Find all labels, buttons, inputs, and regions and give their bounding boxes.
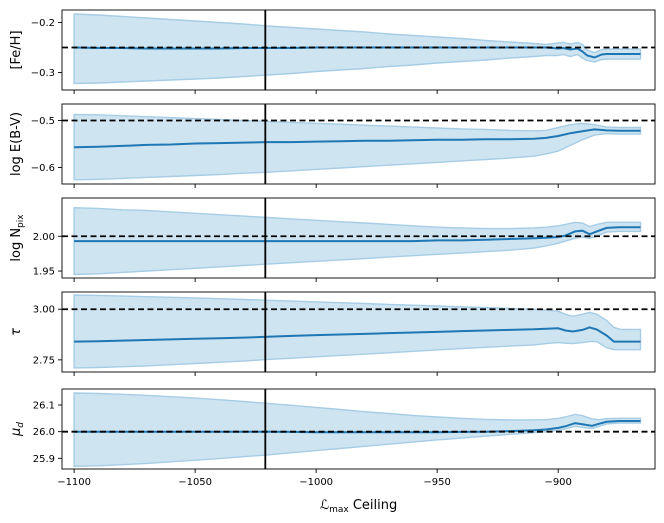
y-axis-label: [Fe/H] (9, 30, 24, 69)
panel-plot-area (62, 389, 655, 469)
panel-ebv: −0.6 −0.5 log E(B-V) (9, 103, 656, 188)
x-tick-label: −1050 (178, 477, 212, 488)
y-axis-label-sub: pix (16, 214, 26, 228)
y-tick-label: −0.6 (31, 163, 55, 174)
panel-npix: 1.95 2.00 log Npix (9, 197, 656, 282)
y-axis-label: log E(B-V) (9, 112, 24, 176)
panel-plot-area (62, 198, 655, 278)
panel-frame (61, 9, 656, 91)
x-tick-label: −1000 (299, 477, 333, 488)
y-tick-label: 26.1 (33, 401, 55, 412)
y-axis-label: log Npix (9, 214, 26, 262)
mean-line (74, 128, 641, 149)
panel-plot-area (62, 10, 655, 90)
y-axis-label: τ (9, 328, 24, 336)
y-tick-label: 2.75 (33, 355, 55, 366)
y-tick-label: 26.0 (33, 427, 55, 438)
y-tick-label: −0.3 (31, 68, 55, 79)
x-axis-label: ℒmax Ceiling (320, 498, 398, 515)
panel-frame (61, 103, 656, 185)
y-tick-label: 2.00 (33, 232, 55, 243)
y-tick-label: 3.00 (33, 305, 55, 316)
x-axis-label-main: ℒ (320, 498, 329, 513)
y-tick-label: −0.5 (31, 116, 55, 127)
y-axis-label: μd (9, 422, 26, 437)
x-axis-label-rest: Ceiling (349, 498, 398, 513)
x-tick-label: −1100 (57, 477, 91, 488)
confidence-band (73, 113, 642, 181)
mean-line (74, 226, 641, 243)
confidence-band (73, 13, 642, 85)
y-axis-label-sub: d (16, 422, 26, 428)
mean-line (74, 326, 641, 343)
confidence-band (73, 392, 642, 468)
y-axis-label-main: μ (9, 428, 24, 437)
panel-plot-area (62, 292, 655, 372)
panel-tau: 2.75 3.00 τ (9, 291, 656, 376)
panel-feh: −0.3 −0.2 [Fe/H] (9, 9, 656, 94)
y-axis-label-main: τ (9, 328, 24, 336)
y-tick-label: 1.95 (33, 267, 55, 278)
y-tick-label: −0.2 (31, 18, 55, 29)
y-axis-label-main: log E(B-V) (9, 112, 24, 176)
y-tick-label: 25.9 (33, 454, 55, 465)
y-axis-label-main: [Fe/H] (9, 30, 24, 69)
panel-frame (61, 197, 656, 279)
panel-plot-area (62, 104, 655, 184)
x-axis-label-sub: max (329, 505, 349, 515)
x-tick-label: −900 (544, 477, 571, 488)
panel-mud: 25.9 26.0 26.1 −1100 −1050 −1000 −950 −900 μd (9, 388, 656, 488)
panel-frame (61, 291, 656, 373)
panel-frame (61, 388, 656, 470)
x-tick-label: −950 (423, 477, 450, 488)
y-axis-label-main: log N (9, 228, 24, 262)
confidence-band (73, 294, 642, 369)
